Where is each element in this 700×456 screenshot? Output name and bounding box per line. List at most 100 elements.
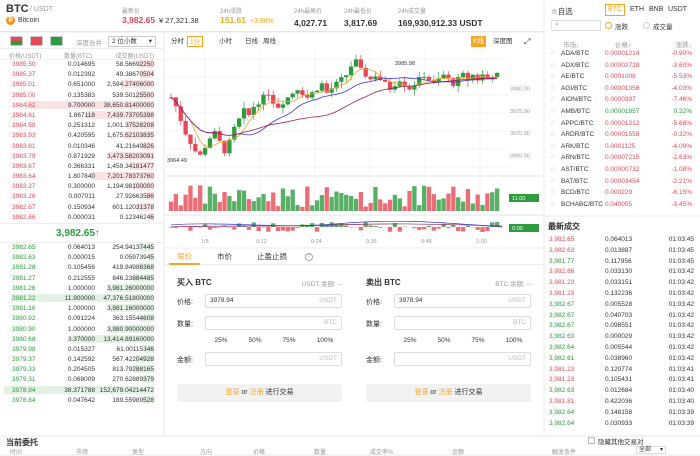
star-icon[interactable]: ☆ xyxy=(550,95,556,106)
sell-pct-75[interactable]: 75% xyxy=(466,335,490,346)
change-radio[interactable] xyxy=(605,22,612,29)
buy-pct-50[interactable]: 50% xyxy=(243,335,267,346)
view-both-icon[interactable] xyxy=(10,36,23,46)
chart-canvas[interactable]: 3980.003975.003970.003965.003985.983964.… xyxy=(165,49,543,247)
col-pair[interactable]: 市场↕ xyxy=(563,39,579,49)
sell-total-input[interactable]: USDT xyxy=(394,352,531,366)
buy-amount-input[interactable]: BTC xyxy=(205,316,342,330)
interval-tab[interactable]: 1分 xyxy=(187,36,203,47)
tab-bnb[interactable]: BNB xyxy=(649,6,663,13)
hide-others-checkbox[interactable] xyxy=(588,437,595,444)
buy-total-input[interactable]: USDT xyxy=(205,352,342,366)
sell-login-link[interactable]: 登录 xyxy=(414,389,428,396)
star-icon[interactable]: ☆ xyxy=(550,165,556,176)
depth-tab[interactable]: 深度图 xyxy=(491,36,515,47)
volume-radio[interactable] xyxy=(643,22,650,29)
decimals-select[interactable]: 2 位小数▾ xyxy=(108,36,156,47)
star-icon[interactable]: ☆ xyxy=(550,84,556,95)
interval-tab[interactable]: 周线 xyxy=(261,36,278,47)
sell-pct-25[interactable]: 25% xyxy=(398,335,422,346)
view-bids-icon[interactable] xyxy=(50,36,63,46)
buy-pct-100[interactable]: 100% xyxy=(311,335,339,346)
buy-pct-75[interactable]: 75% xyxy=(277,335,301,346)
star-icon[interactable]: ☆ xyxy=(550,72,556,83)
star-icon[interactable]: ☆ xyxy=(550,153,556,164)
filter-select[interactable]: 全部▾ xyxy=(636,446,666,454)
star-icon[interactable]: ☆ xyxy=(550,61,556,72)
star-icon[interactable]: ☆ xyxy=(550,142,556,153)
col-price-sort[interactable]: 价格↕ xyxy=(615,39,631,49)
sell-amount-input[interactable]: BTC xyxy=(394,316,531,330)
interval-tab[interactable]: 日线 xyxy=(243,36,260,47)
tab-limit[interactable]: 限价 xyxy=(169,249,200,265)
sell-register-link[interactable]: 注册 xyxy=(439,389,453,396)
interval-tab[interactable]: 分时 xyxy=(169,36,186,47)
tab-market[interactable]: 市价 xyxy=(209,249,240,265)
interval-tab[interactable]: 小时 xyxy=(217,36,234,47)
star-icon[interactable]: ☆ xyxy=(550,119,556,130)
tab-eth[interactable]: ETH xyxy=(630,6,644,13)
star-icon[interactable]: ☆ xyxy=(550,200,556,211)
fullscreen-icon[interactable]: ⤢ xyxy=(522,36,532,47)
view-asks-icon[interactable] xyxy=(30,36,43,46)
buy-pct-25[interactable]: 25% xyxy=(209,335,233,346)
search-input[interactable]: ⌕ xyxy=(551,20,601,31)
tab-stop-limit[interactable]: 止盈止损 xyxy=(249,249,295,265)
star-icon[interactable]: ☆ xyxy=(550,188,556,199)
buy-login-button[interactable]: 登录 or 注册 进行交易 xyxy=(177,384,342,402)
col-change-sort[interactable]: 涨跌↕ xyxy=(676,39,692,49)
sell-login-button[interactable]: 登录 or 注册 进行交易 xyxy=(366,384,531,402)
sell-pct-50[interactable]: 50% xyxy=(432,335,456,346)
star-icon[interactable]: ☆ xyxy=(550,177,556,188)
favorites-tab[interactable]: ☆自选 xyxy=(551,6,573,17)
tab-btc[interactable]: BTC xyxy=(605,4,625,16)
kline-tab[interactable]: K线 xyxy=(471,36,486,47)
star-icon[interactable]: ☆ xyxy=(550,130,556,141)
star-icon[interactable]: ☆ xyxy=(550,49,556,60)
